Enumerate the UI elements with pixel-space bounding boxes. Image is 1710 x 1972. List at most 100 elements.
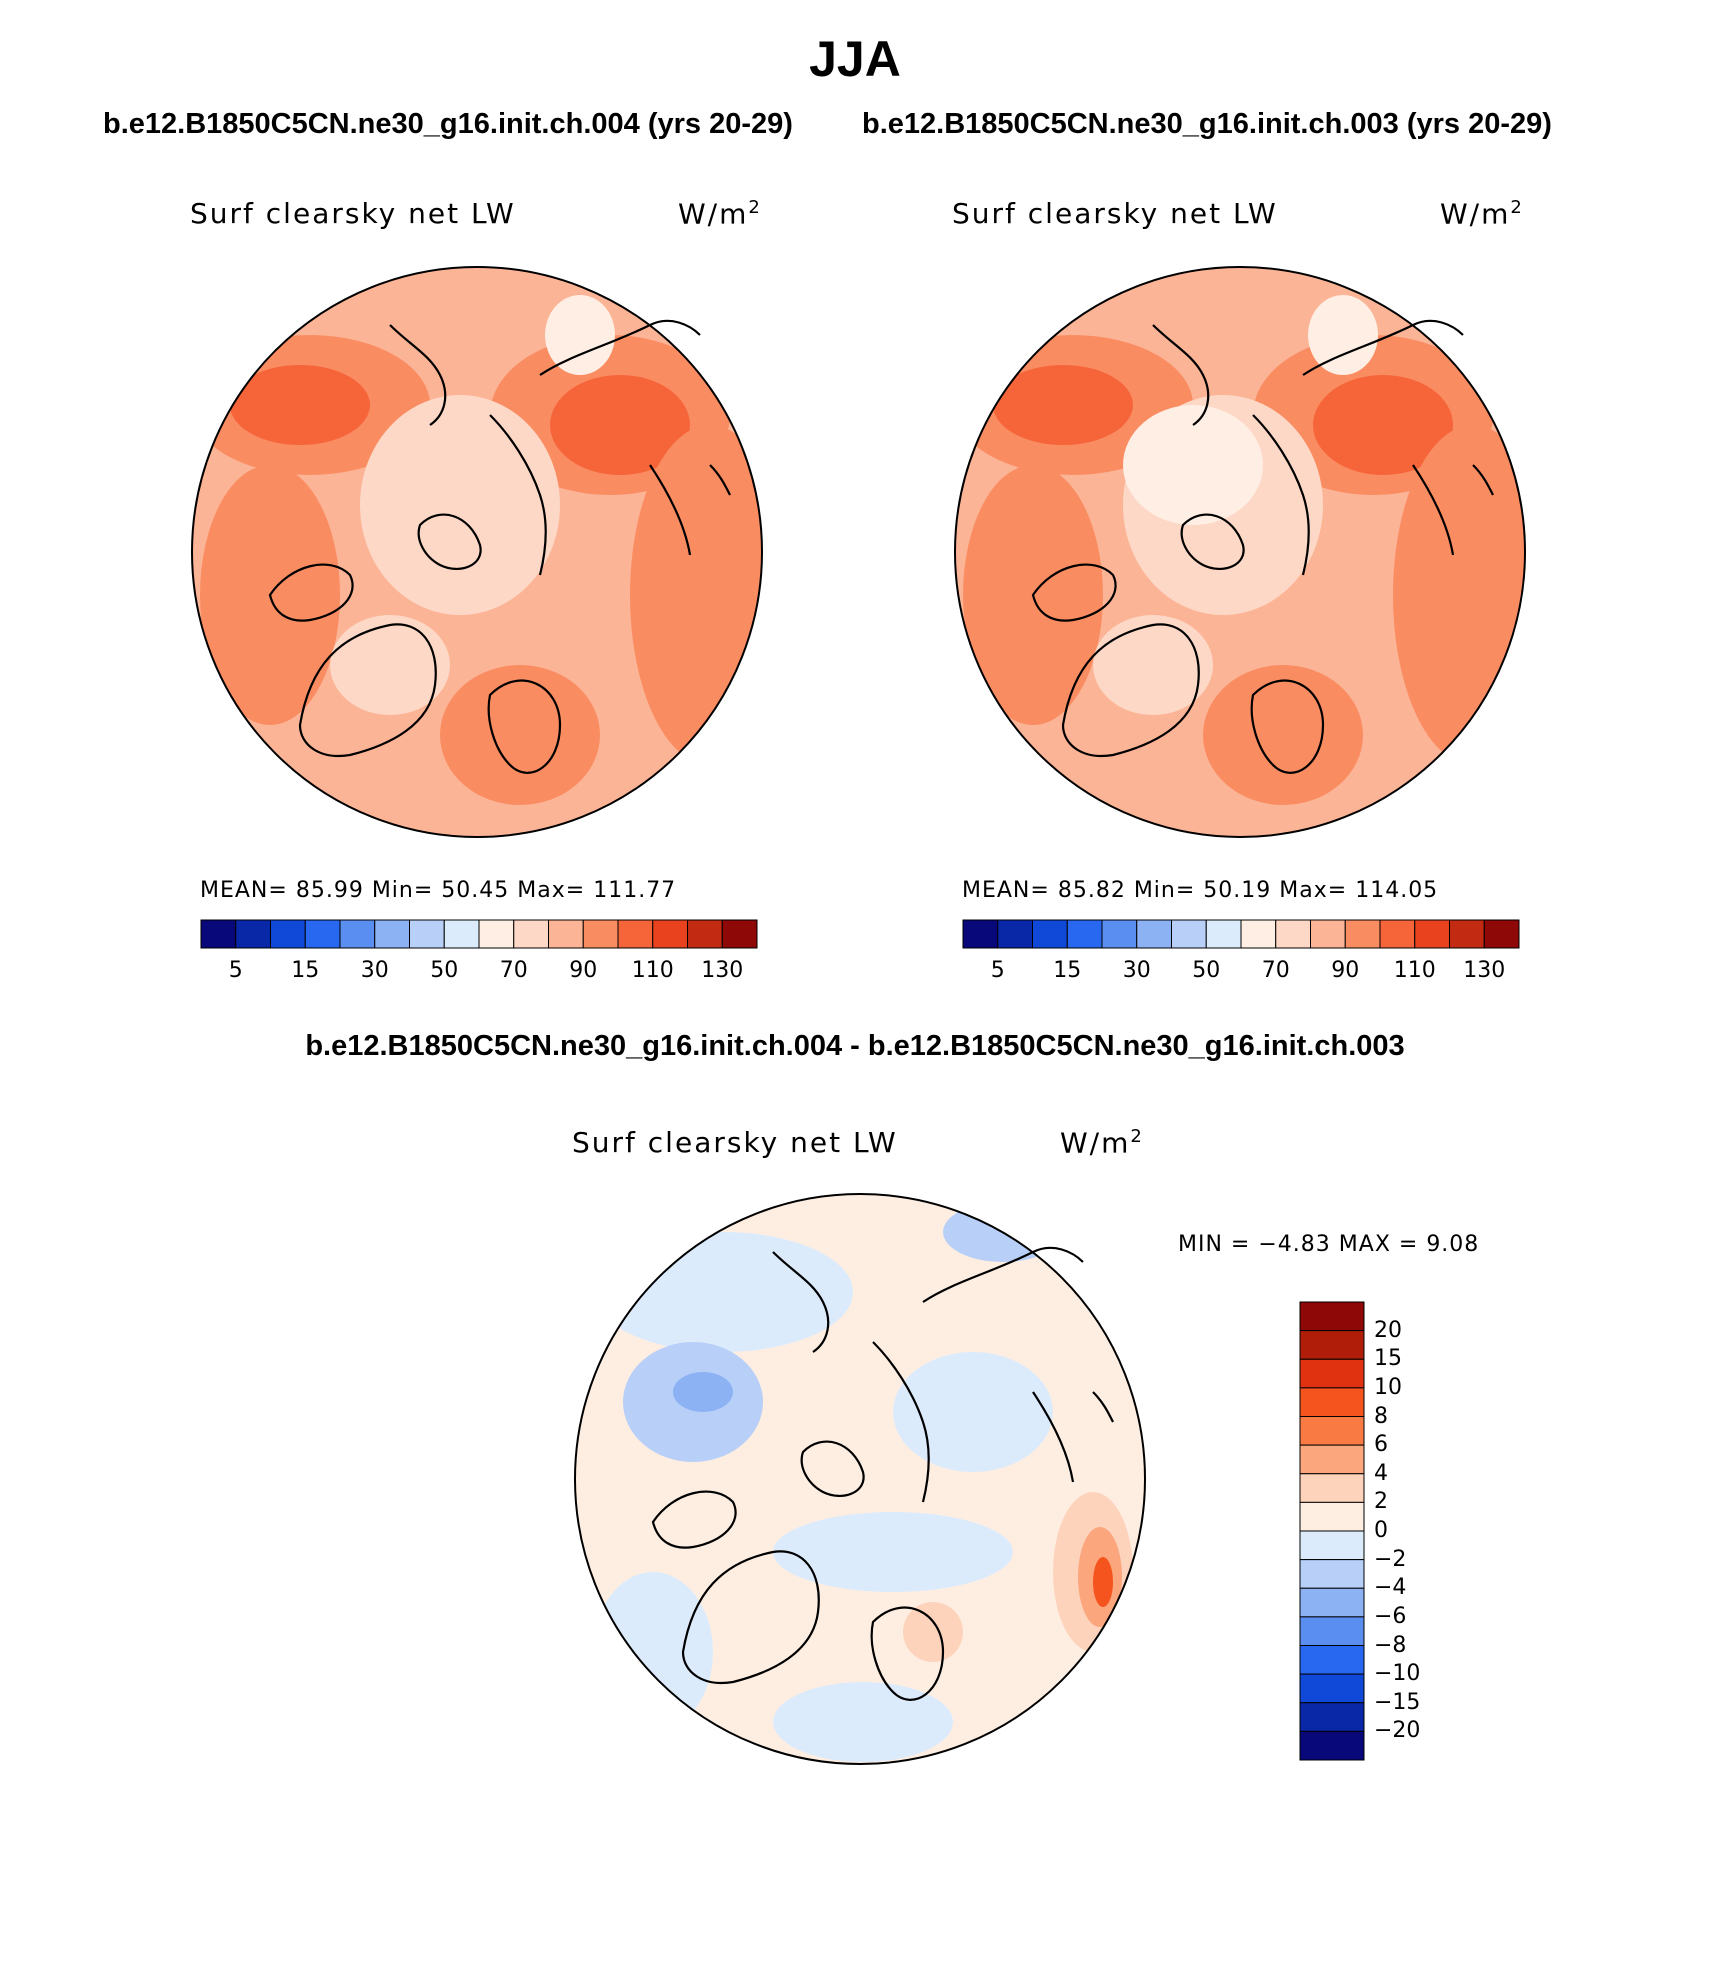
panel1-variable-label: Surf clearsky net LW xyxy=(190,197,516,230)
panel2-colorbar-swatch-8 xyxy=(1240,919,1277,949)
panel2-units-label: W/m2 xyxy=(1440,197,1524,231)
panel3-colorbar-tick-label: −4 xyxy=(1374,1575,1407,1601)
panel2-field-siberia-core xyxy=(993,365,1133,445)
panel1-colorbar-swatch-8 xyxy=(478,919,515,949)
panel3-colorbar-tick-label: 6 xyxy=(1374,1432,1388,1458)
panel3-colorbar-swatch-10 xyxy=(1299,1587,1365,1618)
panel3-colorbar-tick-label: 0 xyxy=(1374,1518,1388,1543)
panel3-field-neg-north xyxy=(593,1232,853,1352)
panel2-colorbar-tick-label: 110 xyxy=(1393,958,1436,983)
panel2-field-scandinavia xyxy=(1203,665,1363,805)
panel1-field-scandinavia xyxy=(440,665,600,805)
panel2-colorbar-swatch-1 xyxy=(997,919,1033,949)
panel2-colorbar xyxy=(962,919,1520,949)
panel1-field-pacific xyxy=(545,295,615,375)
panel2-colorbar-ticks: 5 15 30 50 70 90 110 130 xyxy=(963,958,1519,988)
panel1-colorbar-swatch-5 xyxy=(374,919,410,949)
panel2-colorbar-tick-label: 15 xyxy=(1053,958,1082,983)
panel3-colorbar-tick-label: 2 xyxy=(1374,1489,1388,1515)
panel2-colorbar-tick-label: 30 xyxy=(1122,958,1151,983)
panel2-polar-map xyxy=(954,266,1526,838)
panel1-stats: MEAN= 85.99 Min= 50.45 Max= 111.77 xyxy=(200,878,677,903)
panel1-colorbar-swatch-2 xyxy=(270,919,306,949)
panel1-field-greenland xyxy=(330,615,450,715)
figure-title: JJA xyxy=(809,31,901,87)
panel3-colorbar-swatch-13 xyxy=(1299,1673,1365,1704)
panel2-colorbar-swatch-2 xyxy=(1032,919,1068,949)
panel3-field-neg-siberia-core xyxy=(673,1372,733,1412)
panel2-colorbar-tick-label: 130 xyxy=(1463,958,1506,983)
panel1-colorbar-swatch-7 xyxy=(443,919,480,949)
panel3-difference-polar-map xyxy=(574,1193,1146,1765)
panel1-field-siberia-core xyxy=(230,365,370,445)
panel1-colorbar-tick-label: 30 xyxy=(360,958,389,983)
panel1-colorbar-ticks: 5 15 30 50 70 90 110 130 xyxy=(201,958,757,988)
panel3-colorbar-ticks: 20 15 10 8 6 4 2 0 −2 −4 −6 −8 −10 −15 −20 xyxy=(1374,1302,1454,1760)
panel2-colorbar-tick-label: 70 xyxy=(1261,958,1290,983)
panel3-colorbar-tick-label: 20 xyxy=(1374,1317,1402,1343)
panel1-colorbar-swatch-10 xyxy=(548,919,584,949)
panel3-units-label: W/m2 xyxy=(1060,1126,1144,1160)
panel3-colorbar-swatch-9 xyxy=(1299,1559,1365,1589)
panel1-colorbar-tick-label: 70 xyxy=(499,958,528,983)
panel3-colorbar-swatch-14 xyxy=(1299,1702,1365,1732)
panel1-coastlines xyxy=(268,319,731,774)
panel2-stats: MEAN= 85.82 Min= 50.19 Max= 114.05 xyxy=(962,878,1439,903)
panel3-colorbar xyxy=(1299,1301,1365,1761)
panel2-colorbar-swatch-6 xyxy=(1171,919,1207,949)
panel2-colorbar-swatch-15 xyxy=(1483,919,1520,949)
panel3-coastlines xyxy=(651,1246,1114,1701)
panel3-colorbar-tick-label: 15 xyxy=(1374,1346,1402,1372)
panel1-colorbar-swatch-15 xyxy=(721,919,758,949)
panel1-units-label: W/m2 xyxy=(678,197,762,231)
panel3-colorbar-swatch-2 xyxy=(1299,1358,1365,1389)
panel2-colorbar-swatch-7 xyxy=(1205,919,1242,949)
panel1-colorbar-swatch-9 xyxy=(513,919,549,949)
panel2-colorbar-swatch-0 xyxy=(962,919,999,949)
panel2-colorbar-swatch-14 xyxy=(1449,919,1485,949)
panel2-colorbar-swatch-5 xyxy=(1136,919,1172,949)
panel2-field-canada-core xyxy=(1313,375,1453,475)
panel1-colorbar-tick-label: 90 xyxy=(569,958,598,983)
panel3-colorbar-tick-label: 4 xyxy=(1374,1460,1388,1486)
test-case-title: b.e12.B1850C5CN.ne30_g16.init.ch.004 (yr… xyxy=(103,108,793,140)
panel3-colorbar-tick-label: −15 xyxy=(1374,1689,1421,1715)
panel1-colorbar xyxy=(200,919,758,949)
panel1-polar-map xyxy=(191,266,763,838)
panel2-variable-label: Surf clearsky net LW xyxy=(952,197,1278,230)
panel3-colorbar-swatch-11 xyxy=(1299,1616,1365,1646)
panel1-colorbar-swatch-4 xyxy=(339,919,376,949)
panel2-colorbar-swatch-4 xyxy=(1101,919,1138,949)
panel1-colorbar-swatch-12 xyxy=(617,919,654,949)
panel3-colorbar-swatch-1 xyxy=(1299,1330,1365,1360)
panel1-colorbar-swatch-0 xyxy=(200,919,237,949)
panel3-stats: MIN = −4.83 MAX = 9.08 xyxy=(1178,1232,1480,1257)
panel3-colorbar-swatch-3 xyxy=(1299,1387,1365,1417)
panel3-colorbar-swatch-15 xyxy=(1299,1730,1365,1761)
panel1-colorbar-swatch-14 xyxy=(687,919,723,949)
panel3-colorbar-tick-label: −10 xyxy=(1374,1661,1421,1687)
panel2-colorbar-tick-label: 5 xyxy=(990,958,1005,983)
panel3-field-neg-canada xyxy=(893,1352,1053,1472)
panel2-colorbar-swatch-11 xyxy=(1344,919,1381,949)
panel3-colorbar-swatch-12 xyxy=(1299,1645,1365,1675)
panel3-variable-label: Surf clearsky net LW xyxy=(572,1126,898,1159)
panel2-field-arctic-ocean-core xyxy=(1123,405,1263,525)
panel3-field-neg-atlantic xyxy=(773,1512,1013,1592)
panel2-colorbar-swatch-12 xyxy=(1379,919,1416,949)
panel3-colorbar-swatch-0 xyxy=(1299,1301,1365,1332)
panel3-field-neg-southwest xyxy=(593,1572,713,1732)
panel1-field-east xyxy=(630,425,762,765)
panel1-colorbar-swatch-11 xyxy=(582,919,619,949)
panel2-field-greenland xyxy=(1093,615,1213,715)
control-case-title: b.e12.B1850C5CN.ne30_g16.init.ch.003 (yr… xyxy=(862,108,1552,140)
panel2-coastlines xyxy=(1031,319,1494,774)
panel3-colorbar-tick-label: 10 xyxy=(1374,1374,1402,1400)
panel2-colorbar-swatch-10 xyxy=(1310,919,1346,949)
panel3-field-pos-scandinavia xyxy=(903,1602,963,1662)
panel2-field-east xyxy=(1393,425,1525,765)
panel3-field-pos-east-core xyxy=(1093,1557,1113,1607)
panel1-colorbar-tick-label: 110 xyxy=(631,958,674,983)
panel1-colorbar-swatch-13 xyxy=(652,919,688,949)
panel2-colorbar-tick-label: 50 xyxy=(1192,958,1221,983)
